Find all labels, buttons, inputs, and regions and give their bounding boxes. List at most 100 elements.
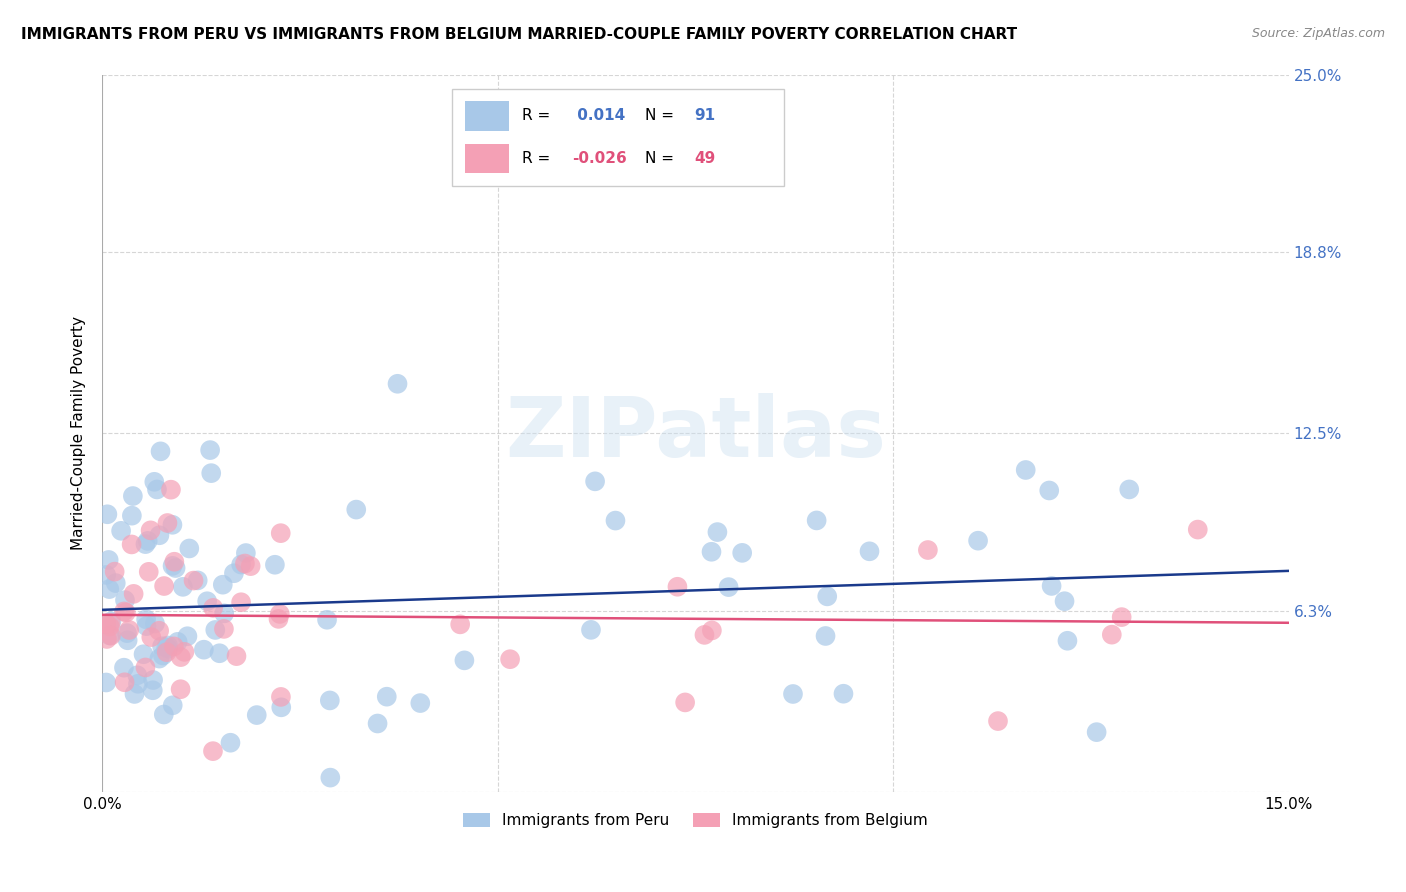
Point [673, 695, 696, 709]
Point [231, 558, 253, 572]
Point [156, 639, 179, 653]
Point [162, 698, 184, 713]
Point [118, 623, 141, 637]
Point [269, 607, 291, 621]
Point [96, 508, 118, 522]
Point [96, 675, 118, 690]
Point [135, 619, 157, 633]
Point [153, 579, 176, 593]
Point [153, 707, 176, 722]
Point [143, 475, 166, 489]
Point [110, 524, 132, 538]
Point [202, 600, 225, 615]
Point [114, 675, 136, 690]
Point [1187, 523, 1209, 537]
Point [1038, 483, 1060, 498]
Point [96, 568, 118, 582]
Point [367, 716, 389, 731]
Point [212, 622, 235, 636]
Point [127, 677, 149, 691]
Point [815, 590, 838, 604]
Point [193, 642, 215, 657]
Point [693, 628, 716, 642]
Point [967, 533, 990, 548]
Point [160, 483, 183, 497]
Point [170, 650, 193, 665]
Point [1053, 594, 1076, 608]
Point [152, 648, 174, 663]
Point [229, 595, 252, 609]
Point [387, 376, 409, 391]
Point [1101, 628, 1123, 642]
Text: Source: ZipAtlas.com: Source: ZipAtlas.com [1251, 27, 1385, 40]
Point [267, 612, 290, 626]
Point [141, 630, 163, 644]
Point [104, 565, 127, 579]
Point [212, 607, 235, 621]
Point [375, 690, 398, 704]
Point [1015, 463, 1038, 477]
Text: IMMIGRANTS FROM PERU VS IMMIGRANTS FROM BELGIUM MARRIED-COUPLE FAMILY POVERTY CO: IMMIGRANTS FROM PERU VS IMMIGRANTS FROM … [21, 27, 1017, 42]
Point [172, 580, 194, 594]
Point [319, 693, 342, 707]
Point [155, 640, 177, 655]
Point [179, 541, 201, 556]
Point [142, 673, 165, 687]
Point [453, 653, 475, 667]
Point [782, 687, 804, 701]
Point [162, 517, 184, 532]
Point [163, 555, 186, 569]
Point [832, 687, 855, 701]
Point [127, 668, 149, 682]
Point [225, 649, 247, 664]
Point [264, 558, 287, 572]
Point [1056, 633, 1078, 648]
Point [666, 580, 689, 594]
Point [344, 502, 367, 516]
Point [176, 629, 198, 643]
Point [270, 690, 292, 704]
Point [104, 576, 127, 591]
Point [136, 533, 159, 548]
Text: ZIPatlas: ZIPatlas [505, 392, 886, 474]
Point [1118, 483, 1140, 497]
Point [858, 544, 880, 558]
Point [148, 528, 170, 542]
Point [96, 616, 118, 631]
Point [156, 645, 179, 659]
Point [204, 623, 226, 637]
Point [134, 660, 156, 674]
Point [270, 526, 292, 541]
Point [211, 577, 233, 591]
Point [239, 559, 262, 574]
Point [814, 629, 837, 643]
Point [162, 558, 184, 573]
Point [148, 651, 170, 665]
Point [150, 640, 173, 654]
Point [115, 626, 138, 640]
Point [201, 744, 224, 758]
Point [222, 566, 245, 581]
Point [173, 645, 195, 659]
Point [132, 647, 155, 661]
Point [163, 640, 186, 654]
Point [700, 545, 723, 559]
Point [198, 443, 221, 458]
Point [100, 615, 122, 629]
Point [583, 475, 606, 489]
Point [195, 594, 218, 608]
Point [115, 606, 138, 620]
Point [706, 525, 728, 540]
Point [122, 587, 145, 601]
Point [156, 516, 179, 530]
Point [187, 574, 209, 588]
Point [146, 483, 169, 497]
Point [449, 617, 471, 632]
Point [200, 466, 222, 480]
Point [319, 771, 342, 785]
Point [98, 628, 121, 642]
Point [124, 687, 146, 701]
Point [605, 514, 627, 528]
Point [183, 574, 205, 588]
Point [112, 604, 135, 618]
